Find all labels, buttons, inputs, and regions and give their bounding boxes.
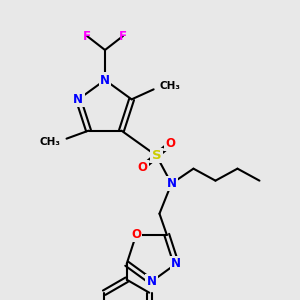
Text: N: N [171,257,181,270]
Text: N: N [146,275,157,288]
Text: CH₃: CH₃ [40,137,61,147]
Text: O: O [137,161,148,174]
Text: N: N [74,93,83,106]
Text: O: O [131,228,141,241]
Text: F: F [83,29,91,43]
Text: F: F [119,29,127,43]
Text: N: N [100,74,110,86]
Text: O: O [166,137,176,150]
Text: N: N [167,177,176,190]
Text: CH₃: CH₃ [160,81,181,91]
Text: S: S [152,149,161,162]
